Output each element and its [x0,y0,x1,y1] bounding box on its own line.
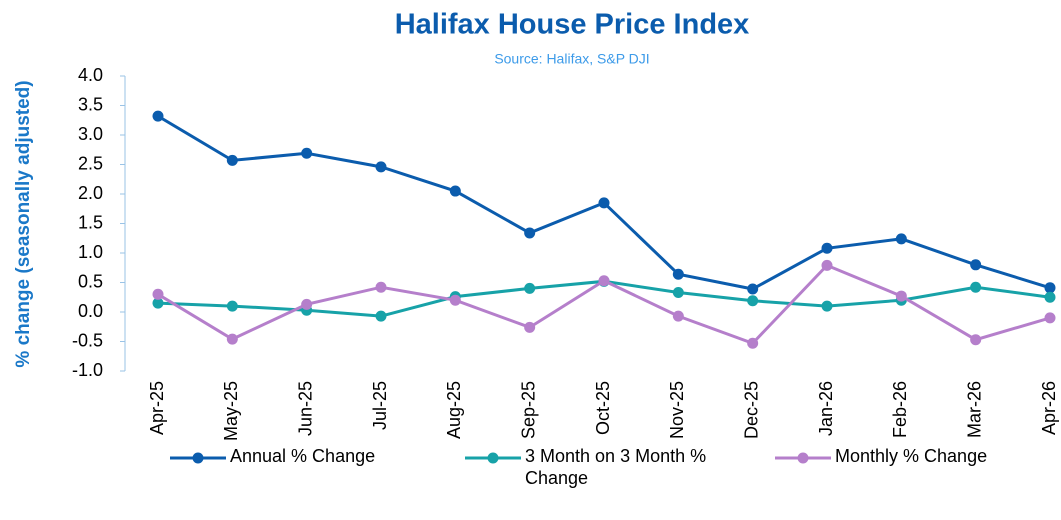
x-tick-label: May-25 [221,381,241,441]
legend-label: Monthly % Change [835,446,988,466]
legend-marker [487,452,499,464]
data-point [747,295,759,307]
data-point [1044,291,1056,303]
data-point [524,227,536,239]
data-point [152,288,164,300]
x-tick-label: Dec-25 [741,381,761,439]
y-tick-label: 3.5 [78,94,103,114]
y-tick-label: 2.0 [78,183,103,203]
y-tick-label: -1.0 [72,360,103,380]
data-point [672,268,684,280]
legend-marker [192,452,204,464]
y-tick-label: 0.0 [78,301,103,321]
x-tick-label: Apr-26 [1039,381,1059,435]
x-tick-label: Aug-25 [444,381,464,439]
x-tick-label: Oct-25 [593,381,613,435]
data-point [821,259,833,271]
data-point [1044,312,1056,324]
y-tick-label: 1.0 [78,242,103,262]
data-point [375,281,387,293]
x-tick-label: Sep-25 [518,381,538,439]
data-point [970,259,982,271]
y-tick-label: 3.0 [78,124,103,144]
data-point [895,290,907,302]
data-point [672,310,684,322]
data-point [375,161,387,173]
data-point [747,283,759,295]
legend-item: Annual % Change [170,445,430,471]
data-point [970,281,982,293]
data-point [672,287,684,299]
x-tick-label: Feb-26 [890,381,910,438]
y-axis-label: % change (seasonally adjusted) [13,80,34,367]
legend-label: 3 Month on 3 Month % Change [525,446,707,488]
legend-label: Annual % Change [230,446,376,466]
legend-swatch [465,452,521,464]
y-tick-label: 2.5 [78,153,103,173]
x-tick-label: Mar-26 [964,381,984,438]
legend-swatch [170,452,226,464]
data-point [524,282,536,294]
data-point [226,300,238,312]
x-tick-label: Apr-25 [147,381,167,435]
legend-marker [797,452,809,464]
x-tick-label: Jan-26 [816,381,836,436]
chart: Halifax House Price Index Source: Halifa… [13,9,1059,441]
legend-item: Monthly % Change [775,445,1035,471]
chart-title: Halifax House Price Index [395,9,750,41]
data-point [895,233,907,245]
data-point [598,275,610,287]
y-tick-label: 1.5 [78,212,103,232]
data-point [524,321,536,333]
y-tick-label: 0.5 [78,271,103,291]
data-point [301,147,313,159]
chart-subtitle: Source: Halifax, S&P DJI [494,51,649,67]
legend: Annual % Change 3 Month on 3 Month % Chan… [0,445,1061,520]
y-tick-label: -0.5 [72,330,103,350]
y-tick-label: 4.0 [78,65,103,85]
data-point [152,110,164,122]
data-point [821,242,833,254]
data-point [152,297,164,309]
x-tick-label: Jun-25 [295,381,315,436]
data-point [1044,282,1056,294]
data-point [747,337,759,349]
legend-swatch [775,452,831,464]
data-point [821,300,833,312]
data-point [301,298,313,310]
data-point [226,333,238,345]
data-point [449,185,461,197]
data-point [375,310,387,322]
x-tick-label: Jul-25 [370,381,390,430]
data-point [449,294,461,306]
data-point [970,334,982,346]
x-tick-label: Nov-25 [667,381,687,439]
data-point [226,154,238,166]
legend-item: 3 Month on 3 Month % Change [465,445,725,489]
data-point [598,197,610,209]
